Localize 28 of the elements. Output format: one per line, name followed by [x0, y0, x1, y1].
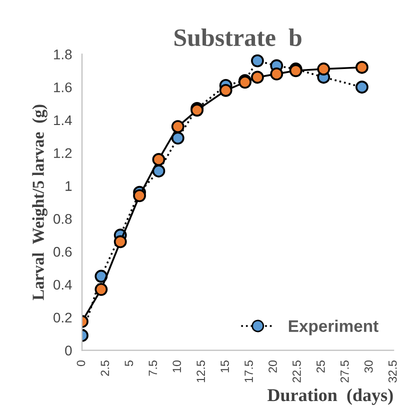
y-tick-label: 0.6: [54, 246, 72, 257]
y-axis-title: Larval Weight/5 larvae (g): [32, 104, 48, 300]
y-tick-label: 0.4: [54, 280, 72, 290]
y-tick-label: 1.4: [54, 115, 72, 126]
chart-title: Substrate b: [174, 28, 302, 46]
x-axis-title: Duration (days): [268, 388, 393, 405]
y-tick-label: 0: [65, 346, 72, 356]
x-tick-label: 22.5: [292, 360, 301, 382]
y-tick-label: 0.2: [54, 312, 72, 323]
y-tick-label: 1.6: [54, 82, 72, 92]
x-tick-label: 0: [76, 360, 86, 366]
x-tick-label: 25: [316, 360, 325, 373]
x-tick-label: 15: [220, 360, 229, 372]
x-tick-label: 20: [268, 360, 277, 373]
x-tick-label: 32.5: [388, 360, 397, 383]
x-tick-label: 5: [124, 360, 134, 366]
x-tick-label: 27.5: [340, 360, 349, 382]
x-tick-label: 7.5: [148, 360, 158, 376]
legend-label: Experiment: [288, 320, 378, 336]
y-tick-label: 1.8: [54, 50, 72, 60]
x-tick-label: 10: [172, 360, 182, 372]
y-tick-label: 0.8: [54, 214, 72, 224]
x-tick-label: 17.5: [244, 360, 253, 382]
x-tick-label: 12.5: [196, 360, 206, 382]
y-tick-label: 1: [66, 181, 72, 191]
x-tick-label: 2.5: [100, 360, 110, 376]
y-tick-label: 1.2: [54, 148, 72, 158]
x-tick-label: 30: [364, 360, 373, 373]
